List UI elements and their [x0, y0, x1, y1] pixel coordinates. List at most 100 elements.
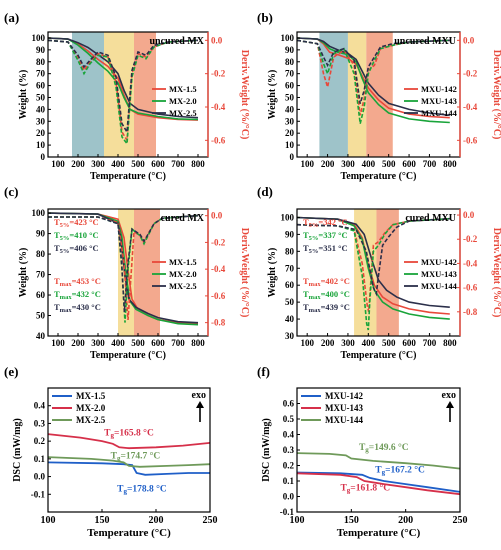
annotation-subscript: max	[309, 307, 322, 314]
annotation-value: =430 °C	[72, 302, 101, 312]
annotation-subscript: max	[309, 281, 322, 288]
annotation-subscript: 5%	[309, 222, 319, 229]
annotation-value: =410 °C	[69, 230, 98, 240]
weight-curve-MXU-144	[296, 37, 450, 117]
y-tick-label: 100	[281, 33, 295, 43]
x-tick-label: 200	[71, 338, 85, 348]
x-tick-label: 600	[151, 159, 165, 169]
weight-curve-MX-1.5	[47, 37, 199, 121]
y-tick-label: 40	[36, 104, 46, 114]
x-tick-label: 400	[362, 159, 376, 169]
exo-label: exo	[442, 390, 456, 401]
annotation-subscript: g	[117, 454, 121, 462]
y2-tick-label: -0.2	[211, 69, 226, 79]
deriv-curve-MXU-143	[296, 39, 450, 124]
deriv-curve-MXU-144	[296, 39, 450, 104]
x-axis-label: Temperature (°C)	[90, 350, 166, 361]
y-tick-label: 10	[285, 140, 295, 150]
x-axis-label: Temperature (°C)	[341, 171, 417, 182]
y2-tick-label: 0.0	[211, 211, 223, 221]
x-tick-label: 700	[171, 338, 185, 348]
x-tick-label: 600	[402, 338, 416, 348]
y-tick-label: 0.1	[34, 454, 46, 464]
annotation-subscript: g	[123, 487, 127, 495]
x-tick-label: 300	[91, 338, 105, 348]
x-tick-label: 200	[398, 515, 413, 526]
x-tick-label: 200	[321, 338, 335, 348]
legend-label: MXU-142	[421, 84, 457, 94]
deriv-curve-MX-2.5	[47, 39, 199, 135]
y-tick-label: 20	[285, 128, 295, 138]
annotation-tmax: Tmax=430 °C	[54, 302, 101, 314]
chart-title: cured MX	[161, 213, 205, 224]
x-tick-label: 500	[131, 159, 145, 169]
annotation-t5: T5%=351 °C	[303, 243, 348, 255]
annotation-symbol: T	[303, 217, 309, 227]
deriv-curve-MXU-144	[296, 217, 450, 297]
x-tick-label: 400	[111, 159, 125, 169]
x-tick-label: 500	[382, 338, 396, 348]
annotation-symbol: T	[303, 230, 309, 240]
y-tick-label: 80	[285, 246, 295, 256]
y-tick-label: 0	[290, 152, 295, 162]
legend-label: MX-2.5	[169, 108, 197, 118]
annotation-symbol: T	[375, 465, 382, 475]
y-tick-label: 60	[285, 280, 295, 290]
temperature-band	[376, 209, 399, 336]
y-tick-label: 0.0	[283, 492, 295, 502]
y-tick-label: 0.5	[283, 414, 295, 424]
x-axis-label: Temperature (°C)	[87, 527, 171, 539]
annotation-value: =432 °C	[72, 289, 101, 299]
panel-letter: (d)	[257, 184, 273, 199]
annotation-t5: T5%=342 °C	[303, 217, 348, 229]
y-tick-label: 80	[36, 249, 46, 259]
y2-tick-label: -0.8	[211, 318, 226, 328]
annotation-subscript: 5%	[60, 222, 70, 229]
annotation-value: =453 °C	[72, 276, 101, 286]
y-tick-label: 40	[36, 331, 46, 341]
y-tick-label: 60	[36, 290, 46, 300]
annotation-value: =406 °C	[69, 243, 98, 253]
y-axis-label: Weight (%)	[18, 70, 29, 120]
annotation-tmax: Tmax=400 °C	[303, 289, 350, 301]
y-tick-label: 70	[36, 270, 46, 280]
annotation-value: =351 °C	[318, 243, 347, 253]
y-tick-label: 100	[32, 208, 46, 218]
annotation-subscript: max	[309, 294, 322, 301]
y2-tick-label: -0.4	[211, 264, 226, 274]
annotation-symbol: T	[340, 483, 347, 493]
annotation-symbol: T	[303, 243, 309, 253]
y2-tick-label: 0.0	[463, 35, 475, 45]
annotation-symbol: T	[111, 451, 118, 461]
y-tick-label: 30	[285, 116, 295, 126]
y-axis-label: Weight (%)	[267, 70, 278, 120]
x-tick-label: 200	[321, 159, 335, 169]
panel-letter: (e)	[4, 364, 18, 379]
y-tick-label: 50	[285, 92, 295, 102]
annotation-value: =149.6 °C	[369, 442, 409, 453]
y-tick-label: 30	[285, 331, 295, 341]
y-tick-label: 90	[36, 229, 46, 239]
tg-annotation: Tg=161.8 °C	[340, 482, 390, 494]
y-axis-label: Weight (%)	[18, 248, 29, 298]
annotation-subscript: g	[347, 486, 351, 494]
y-tick-label: 60	[36, 81, 46, 91]
y2-tick-label: -0.2	[463, 69, 478, 79]
x-tick-label: 400	[362, 338, 376, 348]
y-tick-label: 70	[285, 263, 295, 273]
y2-tick-label: -0.4	[463, 102, 478, 112]
exo-arrow-head	[446, 401, 454, 408]
annotation-symbol: T	[359, 443, 366, 453]
x-tick-label: 500	[131, 338, 145, 348]
y-tick-label: 70	[36, 69, 46, 79]
annotation-subscript: max	[60, 294, 73, 301]
annotation-symbol: T	[303, 302, 309, 312]
annotation-t5: T5%=423 °C	[54, 217, 99, 229]
annotation-value: =178.8 °C	[127, 483, 167, 494]
legend-label: MX-1.5	[76, 391, 106, 401]
y2-axis-label: Deriv.Weight (%/°C)	[491, 228, 501, 318]
legend-label: MXU-144	[421, 281, 458, 291]
annotation-value: =337 °C	[318, 230, 347, 240]
y-axis-label: DSC (mW/mg)	[12, 418, 23, 482]
panel-c: 100 200 300 400 500 600 700 800 40 50 60 70 80 90 100 0…	[4, 184, 250, 361]
